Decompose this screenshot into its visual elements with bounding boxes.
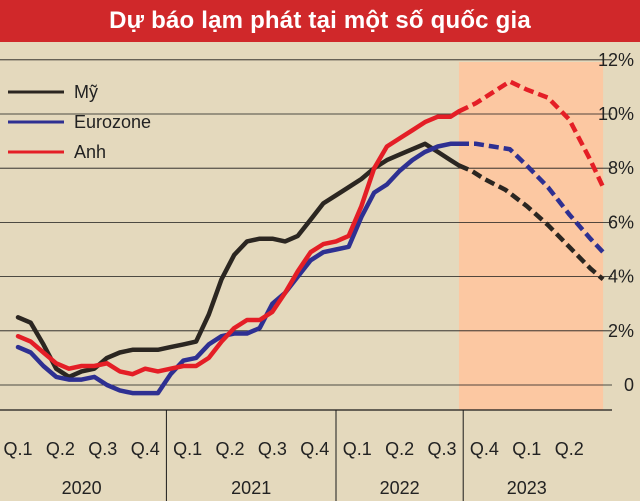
chart-title: Dự báo lạm phát tại một số quốc gia bbox=[109, 7, 531, 34]
y-tick-label: 0 bbox=[624, 375, 634, 395]
x-tick-year: 2020 bbox=[62, 478, 102, 498]
x-tick-quarter: Q.4 bbox=[131, 439, 160, 459]
x-tick-quarter: Q.3 bbox=[88, 439, 117, 459]
series-line-my bbox=[15, 141, 462, 380]
x-tick-year: 2022 bbox=[380, 478, 420, 498]
y-tick-label: 12% bbox=[598, 50, 634, 70]
x-tick-quarter: Q.1 bbox=[512, 439, 541, 459]
x-tick-quarter: Q.1 bbox=[3, 439, 32, 459]
x-tick-quarter: Q.3 bbox=[258, 439, 287, 459]
x-tick-quarter: Q.3 bbox=[427, 439, 456, 459]
title-bar: Dự báo lạm phát tại một số quốc gia bbox=[0, 0, 640, 42]
series-forecast-eurozone bbox=[459, 141, 605, 254]
x-tick-quarter: Q.2 bbox=[385, 439, 414, 459]
legend-label-my: Mỹ bbox=[74, 82, 98, 102]
series-line-anh bbox=[15, 109, 462, 377]
legend-label-eurozone: Eurozone bbox=[74, 112, 151, 132]
x-tick-year: 2023 bbox=[507, 478, 547, 498]
y-tick-label: 8% bbox=[608, 158, 634, 178]
x-tick-quarter: Q.2 bbox=[215, 439, 244, 459]
legend-label-anh: Anh bbox=[74, 142, 106, 162]
x-tick-quarter: Q.4 bbox=[470, 439, 499, 459]
x-tick-quarter: Q.2 bbox=[46, 439, 75, 459]
forecast-region bbox=[458, 62, 604, 410]
y-tick-label: 10% bbox=[598, 104, 634, 124]
y-tick-label: 2% bbox=[608, 321, 634, 341]
series-forecast-anh bbox=[458, 78, 606, 189]
x-tick-quarter: Q.4 bbox=[300, 439, 329, 459]
x-tick-quarter: Q.1 bbox=[173, 439, 202, 459]
y-tick-label: 4% bbox=[608, 267, 634, 287]
series-line-eurozone bbox=[15, 141, 462, 396]
x-tick-year: 2021 bbox=[231, 478, 271, 498]
x-tick-quarter: Q.2 bbox=[555, 439, 584, 459]
x-tick-quarter: Q.1 bbox=[343, 439, 372, 459]
series-forecast-my bbox=[458, 163, 605, 282]
y-tick-label: 6% bbox=[608, 212, 634, 232]
